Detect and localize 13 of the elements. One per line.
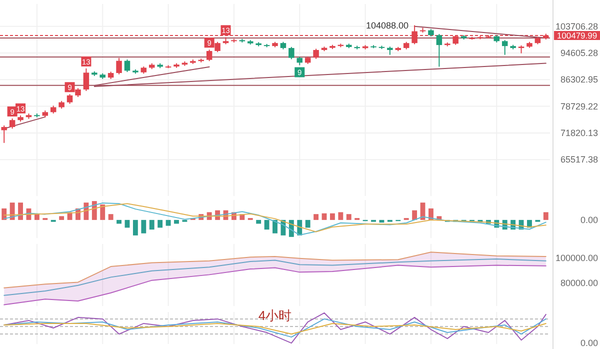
annotation: 4小时: [258, 308, 292, 323]
y-tick-label: 86302.95: [560, 74, 598, 85]
y-tick-label: 94605.28: [560, 48, 598, 58]
y-tick-label: 80000.00: [560, 278, 598, 288]
y-tick-label: 103706.28: [555, 21, 598, 32]
ref-line-label: 100479.99: [556, 30, 598, 41]
y-tick-label: 78729.22: [560, 101, 598, 112]
text: 0.00: [580, 338, 598, 348]
text: 104088.00: [366, 20, 409, 30]
y-tick-label: 100000.00: [555, 252, 598, 263]
y-tick-label: 71820.13: [560, 128, 598, 138]
y-tick-label: 65517.38: [560, 154, 598, 165]
text: 0.00: [580, 214, 598, 225]
